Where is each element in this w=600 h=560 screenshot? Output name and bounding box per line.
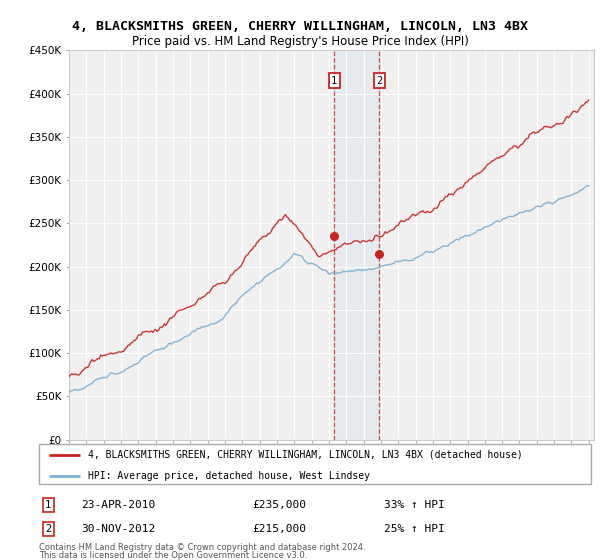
Text: 23-APR-2010: 23-APR-2010 <box>81 500 155 510</box>
Bar <box>334 50 379 440</box>
Text: 1: 1 <box>331 76 337 86</box>
Text: 2: 2 <box>45 524 51 534</box>
Text: £215,000: £215,000 <box>252 524 306 534</box>
Text: 30-NOV-2012: 30-NOV-2012 <box>81 524 155 534</box>
FancyBboxPatch shape <box>39 444 591 484</box>
Text: £235,000: £235,000 <box>252 500 306 510</box>
Text: 25% ↑ HPI: 25% ↑ HPI <box>384 524 445 534</box>
Text: 1: 1 <box>45 500 51 510</box>
Text: 4, BLACKSMITHS GREEN, CHERRY WILLINGHAM, LINCOLN, LN3 4BX (detached house): 4, BLACKSMITHS GREEN, CHERRY WILLINGHAM,… <box>88 450 523 460</box>
Text: HPI: Average price, detached house, West Lindsey: HPI: Average price, detached house, West… <box>88 470 370 480</box>
Text: Contains HM Land Registry data © Crown copyright and database right 2024.: Contains HM Land Registry data © Crown c… <box>39 543 365 552</box>
Text: 2: 2 <box>376 76 383 86</box>
Text: 4, BLACKSMITHS GREEN, CHERRY WILLINGHAM, LINCOLN, LN3 4BX: 4, BLACKSMITHS GREEN, CHERRY WILLINGHAM,… <box>72 20 528 32</box>
Text: This data is licensed under the Open Government Licence v3.0.: This data is licensed under the Open Gov… <box>39 551 307 560</box>
Text: 33% ↑ HPI: 33% ↑ HPI <box>384 500 445 510</box>
Text: Price paid vs. HM Land Registry's House Price Index (HPI): Price paid vs. HM Land Registry's House … <box>131 35 469 48</box>
